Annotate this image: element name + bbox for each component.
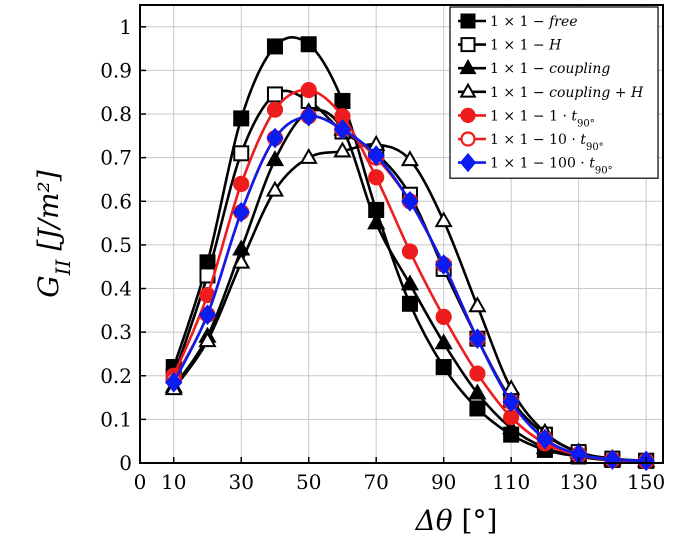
y-tick-label: 0.5 bbox=[100, 233, 132, 257]
data-point bbox=[434, 333, 453, 350]
series-line bbox=[172, 108, 647, 463]
data-point bbox=[334, 92, 351, 109]
legend-marker bbox=[460, 37, 476, 53]
data-point bbox=[232, 201, 250, 223]
x-tick-label: 110 bbox=[492, 470, 530, 494]
x-tick-label: 130 bbox=[560, 470, 598, 494]
y-tick-label: 0.8 bbox=[100, 102, 132, 126]
data-point bbox=[198, 304, 217, 325]
legend-item: 1 × 1 − free bbox=[458, 13, 578, 30]
legend-item: 1 × 1 − coupling + H bbox=[458, 82, 644, 101]
data-point bbox=[265, 150, 285, 167]
legend-label: 1 × 1 − coupling bbox=[490, 61, 610, 77]
data-point bbox=[468, 328, 487, 349]
data-point bbox=[502, 391, 520, 413]
legend-marker bbox=[460, 107, 476, 124]
data-point bbox=[435, 359, 452, 376]
legend-label: 1 × 1 − free bbox=[490, 14, 578, 30]
data-point bbox=[401, 243, 419, 260]
data-point bbox=[333, 119, 352, 140]
data-point bbox=[368, 169, 385, 186]
y-tick-label: 1 bbox=[119, 15, 132, 39]
legend-item: 1 × 1 − H bbox=[458, 37, 562, 54]
data-point bbox=[434, 211, 453, 228]
data-point bbox=[165, 372, 183, 393]
y-tick-label: 0 bbox=[119, 451, 132, 475]
data-point bbox=[469, 400, 486, 417]
y-tick-label: 0.3 bbox=[100, 320, 132, 344]
y-tick-label: 0.4 bbox=[100, 277, 132, 301]
x-axis-label: Δθ [°] bbox=[415, 504, 498, 537]
data-point bbox=[232, 252, 251, 269]
legend-label: 1 × 1 − coupling + H bbox=[490, 85, 644, 101]
x-tick-label: 70 bbox=[363, 470, 388, 494]
legend-item: 1 × 1 − 10 · t90° bbox=[458, 131, 604, 153]
data-point bbox=[435, 308, 452, 325]
legend-marker bbox=[460, 13, 476, 29]
data-point bbox=[469, 365, 486, 382]
data-point bbox=[333, 141, 352, 158]
y-tick-label: 0.6 bbox=[100, 189, 132, 213]
legend-item: 1 × 1 − 100 · t90° bbox=[458, 152, 613, 177]
data-point bbox=[400, 274, 420, 291]
data-point bbox=[198, 331, 217, 348]
y-tick-label: 0.1 bbox=[100, 407, 132, 431]
legend-label: 1 × 1 − 100 · t90° bbox=[490, 156, 613, 177]
x-tick-label: 90 bbox=[431, 470, 456, 494]
data-point bbox=[401, 190, 419, 212]
x-tick-label: 0 bbox=[134, 470, 147, 494]
y-axis-label: GII [J/m²] bbox=[32, 170, 75, 297]
data-point bbox=[233, 110, 250, 127]
series-7 bbox=[165, 105, 655, 472]
data-point bbox=[266, 38, 283, 55]
legend-label: 1 × 1 − H bbox=[490, 38, 562, 54]
legend-marker bbox=[459, 59, 477, 75]
data-point bbox=[266, 86, 283, 103]
data-point bbox=[367, 145, 385, 166]
data-point bbox=[468, 383, 487, 400]
legend-marker bbox=[459, 152, 477, 173]
x-tick-label: 50 bbox=[296, 470, 321, 494]
data-point bbox=[435, 254, 453, 275]
data-point bbox=[401, 295, 418, 312]
y-tick-label: 0.7 bbox=[100, 146, 132, 170]
ticks: 0 10 30 50 70 90 110 130 150 0 0.1 0.2 0.3 0.4 0.5 0.6 0… bbox=[100, 15, 665, 494]
data-point bbox=[503, 409, 520, 426]
data-point bbox=[266, 127, 284, 149]
data-point bbox=[233, 145, 250, 162]
data-point bbox=[468, 296, 487, 313]
data-point bbox=[502, 418, 521, 435]
x-tick-label: 30 bbox=[228, 470, 253, 494]
data-point bbox=[300, 105, 318, 127]
axis-labels: Δθ [°] GII [J/m²] bbox=[32, 170, 497, 537]
data-point bbox=[400, 150, 420, 167]
data-point bbox=[300, 36, 317, 53]
y-tick-label: 0.2 bbox=[100, 364, 132, 388]
data-point bbox=[367, 213, 386, 230]
data-point bbox=[265, 180, 285, 197]
legend-item: 1 × 1 − coupling bbox=[458, 59, 610, 77]
legend-item: 1 × 1 − 1 · t90° bbox=[458, 107, 595, 129]
data-point bbox=[299, 147, 318, 164]
x-tick-label: 10 bbox=[161, 470, 186, 494]
data-point bbox=[233, 175, 250, 192]
legend-marker bbox=[460, 131, 476, 147]
legend: 1 × 1 − free 1 × 1 − H 1 × 1 − coupling 1 ×… bbox=[449, 6, 659, 179]
data-point bbox=[266, 101, 284, 118]
data-point bbox=[300, 81, 317, 99]
plot-frame bbox=[139, 4, 664, 464]
legend-label: 1 × 1 − 1 · t90° bbox=[490, 108, 595, 128]
data-point bbox=[536, 428, 554, 450]
legend-label: 1 × 1 − 10 · t90° bbox=[490, 132, 604, 153]
legend-marker bbox=[459, 82, 477, 98]
x-tick-label: 150 bbox=[627, 470, 665, 494]
y-tick-label: 0.9 bbox=[100, 58, 132, 82]
